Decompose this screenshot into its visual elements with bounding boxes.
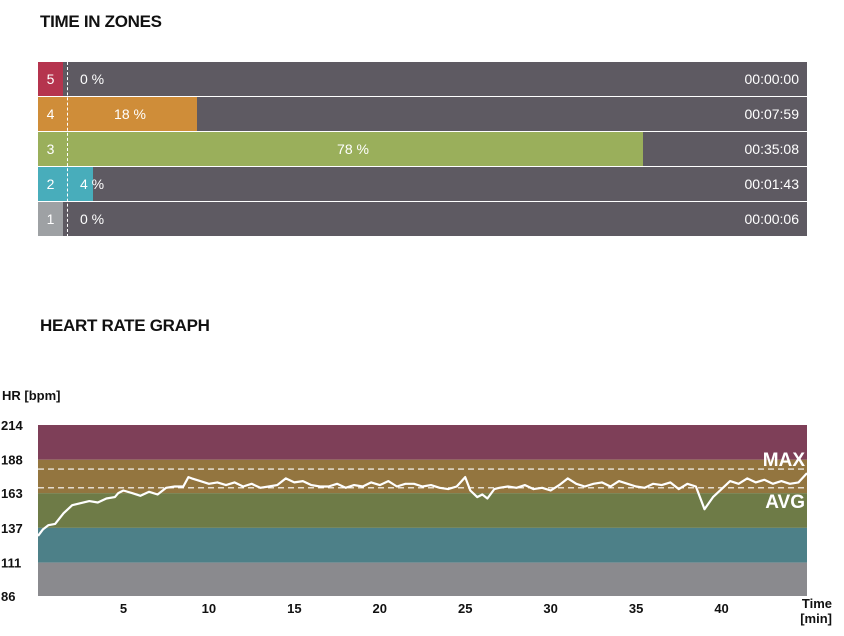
hr-zone-band: [38, 562, 807, 596]
heart-rate-line: [37, 472, 808, 537]
zone-row-5: 5 0 % 00:00:00: [38, 62, 807, 96]
x-tick-label: 15: [287, 601, 301, 616]
y-tick-label: 86: [1, 589, 15, 604]
zone-time: 00:07:59: [744, 106, 800, 122]
zone-number: 5: [38, 62, 63, 96]
heart-rate-chart: MAX AVG HR [bpm] 214 188 163 137 111 86 5 10 15 20 25…: [1, 388, 832, 626]
zone-bar: [63, 132, 643, 166]
zone-number: 1: [38, 202, 63, 236]
x-tick-label: 5: [120, 601, 127, 616]
zone-time: 00:35:08: [744, 141, 800, 157]
y-tick-label: 137: [1, 521, 23, 536]
x-tick-label: 25: [458, 601, 472, 616]
x-tick-label: 40: [714, 601, 728, 616]
time-in-zones-title: TIME IN ZONES: [40, 12, 162, 31]
zone-percent: 78 %: [337, 141, 369, 157]
zone-percent: 18 %: [114, 106, 146, 122]
zone-bar: [63, 167, 93, 201]
zone-time: 00:00:06: [744, 211, 800, 227]
zone-percent: 0 %: [80, 211, 105, 227]
zone-percent: 4 %: [80, 176, 105, 192]
zone-row-4: 4 18 % 00:07:59: [38, 97, 807, 131]
zone-number: 3: [38, 132, 63, 166]
y-tick-label: 214: [1, 418, 23, 433]
max-label: MAX: [763, 450, 806, 471]
zone-number: 2: [38, 167, 63, 201]
x-axis-unit: [min]: [800, 611, 832, 626]
zone-divider-line: [67, 62, 68, 237]
hr-zone-band: [38, 527, 807, 563]
zone-row-1: 1 0 % 00:00:06: [38, 202, 807, 236]
x-axis-label: Time: [802, 596, 832, 611]
y-tick-label: 111: [1, 556, 21, 571]
y-tick-label: 188: [1, 453, 23, 468]
x-tick-label: 20: [373, 601, 387, 616]
time-in-zones-table: 5 0 % 00:00:00 4 18 % 00:07:59 3 78 % 00:35:08 2 4…: [38, 62, 807, 237]
zone-time: 00:01:43: [744, 176, 800, 192]
x-tick-label: 30: [543, 601, 557, 616]
y-tick-label: 163: [1, 486, 23, 501]
avg-label: AVG: [765, 492, 805, 513]
hr-zone-band: [38, 493, 807, 528]
zone-row-2: 2 4 % 00:01:43: [38, 167, 807, 201]
heart-rate-graph-title: HEART RATE GRAPH: [40, 316, 210, 335]
zone-number: 4: [38, 97, 63, 131]
x-tick-label: 10: [202, 601, 216, 616]
x-tick-label: 35: [629, 601, 643, 616]
zone-time: 00:00:00: [744, 71, 800, 87]
hr-zone-band: [38, 425, 807, 460]
zone-row-3: 3 78 % 00:35:08: [38, 132, 807, 166]
y-axis-label: HR [bpm]: [2, 388, 61, 403]
zone-percent: 0 %: [80, 71, 105, 87]
zone-bar: [63, 97, 197, 131]
